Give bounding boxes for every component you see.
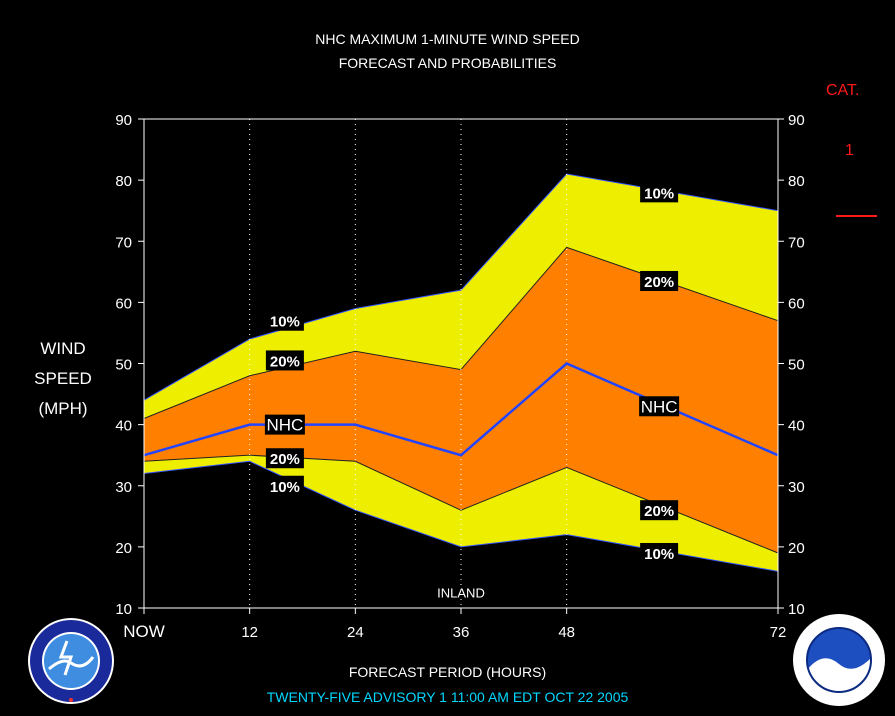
y-tick-label-left-90: 90: [115, 112, 132, 129]
x-tick-label-48: 48: [558, 624, 575, 641]
series-label-box-1: [265, 350, 304, 371]
series-label-6: 20%: [644, 274, 674, 291]
noaa-logo-icon: [793, 614, 885, 706]
series-label-box-3: [265, 448, 304, 469]
y-tick-label-left-60: 60: [115, 295, 132, 312]
series-label-5: 10%: [644, 185, 674, 202]
y-axis-label-line2: SPEED: [34, 369, 92, 388]
y-tick-label-left-70: 70: [115, 234, 132, 251]
x-axis-label: FORECAST PERIOD (HOURS): [348, 664, 547, 680]
series-label-box-4: [265, 475, 304, 496]
y-tick-label-left-50: 50: [115, 357, 132, 374]
series-line-3: [143, 454, 779, 554]
y-tick-label-right-80: 80: [788, 173, 805, 190]
chart-title-line1: NHC MAXIMUM 1-MINUTE WIND SPEED: [315, 31, 580, 47]
y-tick-label-right-40: 40: [788, 418, 805, 435]
y-tick-label-left-80: 80: [115, 173, 132, 190]
series-label-7: NHC: [641, 397, 678, 416]
advisory-line: TWENTY-FIVE ADVISORY 1 11:00 AM EDT OCT …: [266, 689, 629, 705]
nws-logo-icon: [28, 618, 114, 704]
annotation-inland: INLAND: [437, 586, 485, 601]
y-tick-label-left-40: 40: [115, 418, 132, 435]
x-tick-label-72: 72: [770, 624, 787, 641]
y-tick-label-left-10: 10: [115, 601, 132, 618]
series-label-3: 20%: [270, 451, 300, 468]
y-tick-label-right-10: 10: [788, 601, 805, 618]
series-line-0: [143, 173, 779, 401]
y-tick-label-right-30: 30: [788, 479, 805, 496]
series-label-box-0: [265, 310, 304, 331]
y-axis-label-line3: (MPH): [38, 399, 88, 418]
category-legend-value: 1: [845, 142, 854, 159]
y-tick-label-left-30: 30: [115, 479, 132, 496]
series-label-2: NHC: [266, 416, 303, 435]
series-label-box-2: [264, 414, 305, 435]
x-tick-label-36: 36: [453, 624, 470, 641]
series-label-4: 10%: [270, 479, 300, 496]
y-tick-label-right-90: 90: [788, 112, 805, 129]
band-20-percent: [144, 247, 778, 553]
category-legend-title: CAT.: [826, 82, 860, 99]
series-line-4: [143, 460, 779, 572]
y-tick-label-right-60: 60: [788, 295, 805, 312]
series-label-0: 10%: [270, 314, 300, 331]
series-label-box-9: [640, 542, 679, 563]
series-label-9: 10%: [644, 546, 674, 563]
category-legend-line: [836, 215, 877, 217]
y-tick-label-right-20: 20: [788, 540, 805, 557]
series-label-box-5: [640, 182, 679, 203]
series-label-box-6: [640, 270, 679, 291]
series-label-box-7: [639, 396, 680, 417]
y-tick-label-left-20: 20: [115, 540, 132, 557]
series-label-8: 20%: [644, 503, 674, 520]
x-tick-label-24: 24: [347, 624, 364, 641]
chart-title-line2: FORECAST AND PROBABILITIES: [338, 55, 557, 71]
series-label-box-8: [640, 500, 679, 521]
x-tick-label-12: 12: [241, 624, 258, 641]
y-tick-label-right-70: 70: [788, 234, 805, 251]
x-tick-label-0: NOW: [123, 622, 165, 641]
series-line-1: [143, 246, 779, 419]
y-tick-label-right-50: 50: [788, 357, 805, 374]
series-label-1: 20%: [270, 353, 300, 370]
nhc-forecast-line: [143, 362, 779, 457]
y-axis-label-line1: WIND: [40, 339, 86, 358]
